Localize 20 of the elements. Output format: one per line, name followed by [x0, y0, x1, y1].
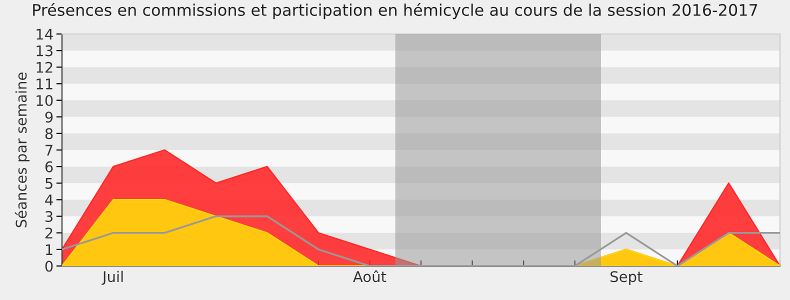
x-tick-label: Août — [353, 270, 386, 282]
y-tick-label: 8 — [45, 128, 53, 140]
y-tick-label: 14 — [36, 28, 53, 40]
y-tick-label: 3 — [46, 211, 52, 222]
y-tick-label: 9 — [45, 112, 53, 123]
y-axis-title: Séances par semaine — [14, 72, 30, 228]
x-tick-label: Sept — [610, 271, 642, 285]
y-tick-label: 12 — [36, 62, 52, 73]
x-tick-label: Juil — [102, 270, 123, 285]
y-tick-label: 10 — [36, 95, 53, 106]
y-tick-label: 13 — [36, 45, 52, 56]
y-tick-label: 4 — [45, 194, 53, 206]
y-tick-label: 1 — [46, 244, 52, 255]
y-tick-label: 6 — [45, 161, 53, 172]
y-tick-label: 7 — [46, 144, 52, 156]
y-tick-label: 11 — [36, 78, 52, 90]
y-tick-label: 2 — [45, 228, 52, 238]
chart-title: Présences en commissions et participation en hémicycle au cours de la session 2016-2017 — [33, 3, 758, 20]
y-tick-label: 0 — [45, 260, 53, 272]
y-tick-label: 5 — [46, 178, 52, 189]
